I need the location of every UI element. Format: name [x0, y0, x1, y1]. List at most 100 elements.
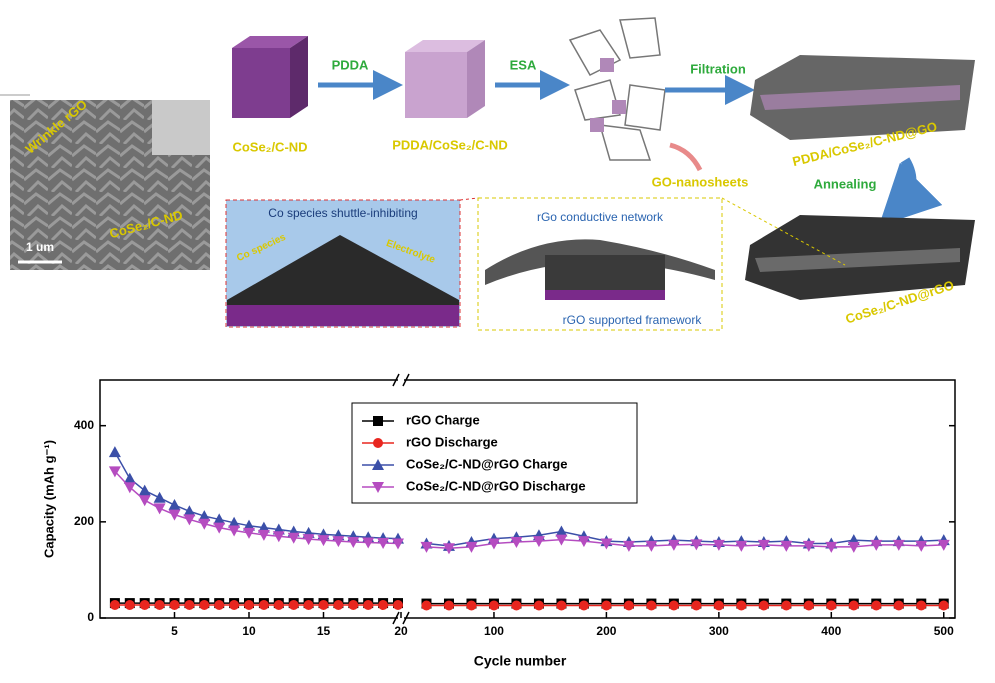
marker	[871, 600, 882, 611]
x-tick-label: 10	[242, 624, 256, 638]
marker	[870, 539, 883, 551]
marker	[825, 541, 838, 553]
marker	[138, 495, 151, 507]
marker	[421, 600, 432, 611]
marker	[378, 600, 389, 611]
marker	[555, 534, 568, 546]
marker	[109, 600, 120, 611]
step-label: CoSe₂/C-ND	[232, 139, 307, 154]
marker	[645, 540, 658, 552]
marker	[153, 491, 166, 503]
x-tick-label: 500	[934, 624, 954, 638]
marker	[487, 538, 500, 550]
inset-shuttle: Co species shuttle-inhibiting Co species…	[225, 199, 461, 328]
legend-box	[351, 402, 638, 504]
marker	[168, 499, 181, 511]
marker	[288, 600, 299, 611]
sem-image: Wrinkle rGO CoSe₂/C-ND 1 um	[0, 94, 210, 270]
x-tick-label: 300	[709, 624, 729, 638]
cube	[405, 52, 467, 118]
marker	[257, 529, 270, 541]
marker	[892, 539, 905, 551]
y-tick-label: 400	[74, 418, 94, 432]
marker	[184, 600, 195, 611]
marker	[713, 600, 724, 611]
marker	[168, 509, 181, 521]
arrow	[878, 157, 943, 227]
marker	[555, 525, 568, 537]
cube-small	[612, 100, 626, 114]
connector	[721, 197, 846, 266]
marker	[712, 539, 725, 551]
cube-top	[405, 40, 485, 52]
marker	[577, 536, 590, 548]
cube-side	[467, 40, 485, 118]
stack-layer	[760, 85, 960, 110]
marker	[273, 600, 284, 611]
x-tick-label: 400	[821, 624, 841, 638]
marker	[243, 527, 255, 539]
inset-title: Co species shuttle-inhibiting	[268, 206, 417, 220]
arrow	[669, 142, 703, 172]
marker	[393, 600, 403, 611]
step-label: PDDA/CoSe₂/C-ND	[392, 137, 508, 152]
marker	[153, 503, 166, 515]
marker	[556, 600, 567, 611]
marker	[302, 534, 315, 546]
marker	[443, 600, 454, 611]
marker	[442, 543, 455, 555]
marker	[169, 600, 180, 611]
step-label: GO-nanosheets	[652, 174, 749, 189]
marker	[781, 600, 792, 611]
inset-label: rGO supported framework	[563, 313, 703, 327]
marker	[736, 600, 747, 611]
cube-small	[590, 118, 604, 132]
marker	[198, 518, 211, 530]
marker	[348, 600, 359, 611]
marker	[214, 600, 225, 611]
connector	[459, 197, 479, 201]
marker	[578, 600, 589, 611]
marker	[108, 446, 121, 458]
network	[485, 239, 715, 285]
substrate	[545, 290, 665, 300]
axis-break	[392, 611, 410, 625]
legend-label: rGO Charge	[406, 412, 480, 427]
marker	[183, 505, 196, 517]
marker	[124, 600, 135, 611]
marker	[826, 600, 837, 611]
scale-label: 1 um	[26, 240, 54, 254]
marker	[601, 600, 612, 611]
marker	[533, 600, 544, 611]
marker	[108, 466, 121, 478]
marker	[318, 600, 329, 611]
marker	[139, 600, 150, 611]
marker	[690, 539, 703, 551]
stack-layer	[755, 248, 960, 272]
legend-marker	[373, 438, 383, 448]
marker	[363, 600, 374, 611]
marker	[154, 600, 165, 611]
legend-label: rGO Discharge	[406, 434, 498, 449]
marker	[228, 516, 241, 528]
inset-network: rGo conductive network rGO supported fra…	[477, 197, 723, 331]
marker	[213, 522, 226, 534]
marker	[915, 540, 928, 552]
legend-marker	[372, 482, 384, 493]
cube-small	[600, 58, 614, 72]
marker	[332, 536, 345, 548]
x-axis-label: Cycle number	[474, 653, 567, 669]
x-tick-label: 20	[394, 624, 408, 638]
y-axis-label: Capacity (mAh g⁻¹)	[41, 440, 56, 558]
marker	[893, 600, 904, 611]
y-tick-label: 200	[74, 514, 94, 528]
legend-label: CoSe₂/C-ND@rGO Discharge	[406, 478, 586, 493]
inset-label: rGo conductive network	[537, 210, 664, 224]
marker	[228, 525, 241, 537]
series-line	[426, 538, 944, 550]
marker	[668, 600, 679, 611]
marker	[244, 600, 254, 611]
marker	[916, 600, 927, 611]
